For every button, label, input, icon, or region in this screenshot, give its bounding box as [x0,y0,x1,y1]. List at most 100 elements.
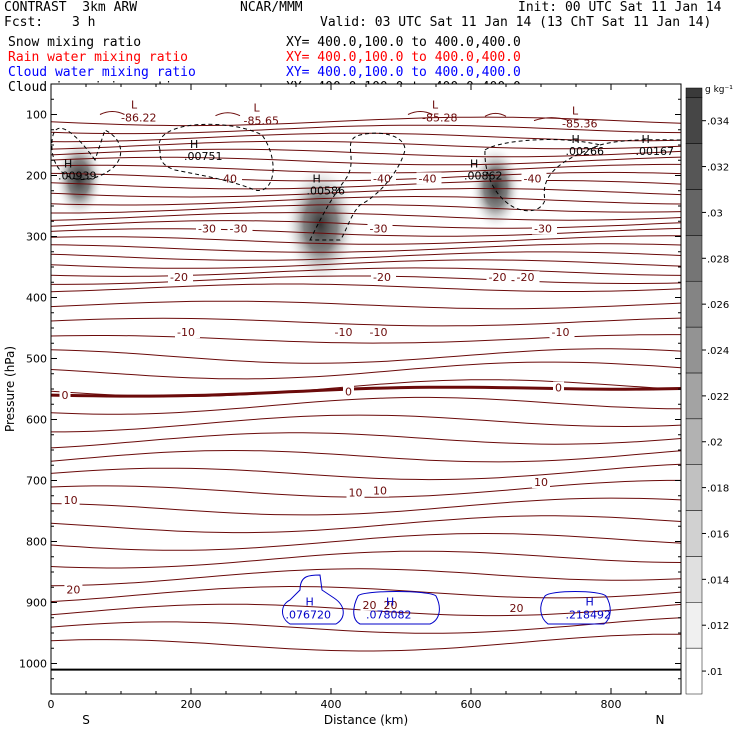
colorbar-bin-10 [685,189,703,236]
x-end-label-north: N [656,713,665,727]
temperature-label-3: -40 [524,172,542,185]
colorbar-tick-label-3: .016 [707,529,729,540]
cloud-ice-max-value-3: .00862 [464,169,503,182]
isotherm-20 [51,275,682,285]
cloud-ice-max-symbol-2: H [313,173,321,186]
temperature-label-box-2 [416,172,442,185]
y-tick-label-5: 600 [26,414,47,427]
isotherm-26 [50,361,682,380]
temperature-label-box-0 [217,172,242,185]
temperature-label-0: -40 [219,172,237,185]
temperature-label-box-25 [381,598,400,611]
x-tick-label-2: 400 [321,698,342,711]
temperature-min-value-3: -85.36 [562,118,597,131]
y-tick-label-6: 700 [26,475,47,488]
temperature-label-8: -20 [170,271,188,284]
temperature-min-value-2: -85.28 [422,111,457,124]
isotherm-25 [50,348,682,364]
temperature-label-2: -40 [419,172,437,185]
temperature-label-14: -10 [370,326,388,339]
x-end-label-south: S [82,713,90,727]
temperature-label-16: 0 [62,389,69,402]
cloud-ice-max-symbol-3: H [470,157,478,170]
colorbar-bin-12 [685,97,703,144]
temperature-label-box-16 [59,388,71,401]
init-time: Init: 00 UTC Sat 11 Jan 14 [518,0,722,15]
field-cloudwater-name: Cloud water mixing ratio [8,65,196,80]
temperature-min-symbol-3: L [572,105,579,118]
temperature-label-box-15 [549,326,575,339]
isotherm-6 [50,163,681,174]
isotherm-13 [50,220,682,229]
cloud-ice-max-symbol-0: H [64,157,72,170]
cloud-ice-contour-1 [158,123,274,191]
cloud-water-max-value-1: .078082 [366,609,412,622]
cloud-ice-contour-3 [484,139,602,212]
x-tick-label-3: 600 [461,698,482,711]
isotherm-10 [50,195,682,206]
temperature-label-26: 20 [510,602,524,615]
colorbar-bin-8 [685,280,703,328]
isotherm-41 [50,617,682,634]
cloud-water-max-symbol-1: H [386,596,394,609]
isotherm-17 [50,251,682,261]
isotherm-23 [50,317,682,327]
field-snow-xy: XY= 400.0,100.0 to 400.0,400.0 [286,35,521,50]
y-tick-label-7: 800 [26,536,47,549]
field-snow-name: Snow mixing ratio [8,35,142,50]
temperature-min-symbol-1: L [254,101,261,114]
colorbar-bin-1 [685,602,703,649]
temperature-label-12: -10 [177,326,195,339]
y-tick-label-1: 200 [26,170,47,183]
temperature-label-17: 0 [345,385,352,398]
cloud-ice-max-symbol-5: H [642,133,650,146]
model-title: CONTRAST 3km ARW [4,0,138,15]
temperature-label-box-20 [346,486,365,499]
colorbar-tick-label-10: .03 [707,208,723,219]
cloud-water-contour-0 [282,574,344,625]
y-tick-label-3: 400 [26,292,47,305]
cloud-ice-max-value-2: .00586 [307,185,346,198]
colorbar-top-bin [685,87,703,99]
temperature-label-9: -20 [373,271,391,284]
isotherm-16 [50,243,682,253]
isotherm-37 [50,550,682,569]
isotherm-5 [50,156,682,166]
center-title: NCAR/MMM [240,0,303,15]
temperature-label-23: 20 [66,584,80,597]
upper-arc-0 [99,111,125,115]
temperature-label-21: 10 [373,485,387,498]
temperature-label-box-18 [553,381,564,394]
y-axis-title: Pressure (hPa) [3,346,17,432]
temperature-label-13: -10 [335,326,353,339]
temperature-label-11: -20 [517,271,535,284]
colorbar-bin-7 [685,326,703,374]
upper-arc-2 [407,111,433,115]
cloud-water-contour-2 [540,591,611,625]
cloud-ice-max-value-1: .00751 [184,150,223,163]
colorbar-tick-label-12: .034 [707,117,729,128]
cloud-ice-max-value-5: .00167 [636,145,675,158]
isotherm-2 [50,132,682,143]
isotherm-7 [50,171,682,182]
y-tick-label-9: 1000 [19,658,47,671]
colorbar-bin-5 [685,418,703,465]
isotherm-38 [50,568,682,587]
colorbar-tick-label-11: .032 [707,163,729,174]
isotherm-33 [50,479,681,498]
cloud-water-max-value-2: .218492 [566,609,612,622]
y-tick-label-4: 500 [26,353,47,366]
isotherm-29 [51,414,682,433]
isotherm-35 [50,515,682,534]
isotherm-zero [50,385,682,398]
temperature-label-box-7 [532,222,557,235]
temperature-label-box-14 [367,326,393,339]
temperature-label-box-9 [371,271,396,284]
cloud-water-max-value-0: .076720 [286,609,332,622]
cloud-ice-contour-0 [51,127,122,181]
colorbar-tick-label-6: .022 [707,392,729,403]
isotherm-0 [50,116,682,127]
temperature-label-6: -30 [370,222,388,235]
colorbar-tick-label-4: .018 [707,484,729,495]
